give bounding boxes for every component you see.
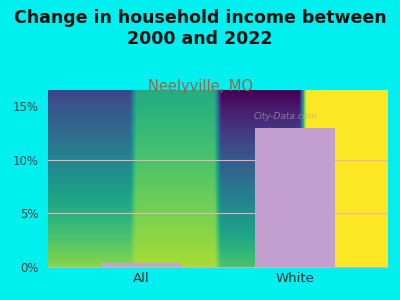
Bar <box>255 128 336 267</box>
Text: Change in household income between
2000 and 2022: Change in household income between 2000 … <box>14 9 386 49</box>
Text: City-Data.com: City-Data.com <box>254 112 318 121</box>
Bar <box>100 263 181 267</box>
Text: Neelyville, MO: Neelyville, MO <box>148 80 252 94</box>
